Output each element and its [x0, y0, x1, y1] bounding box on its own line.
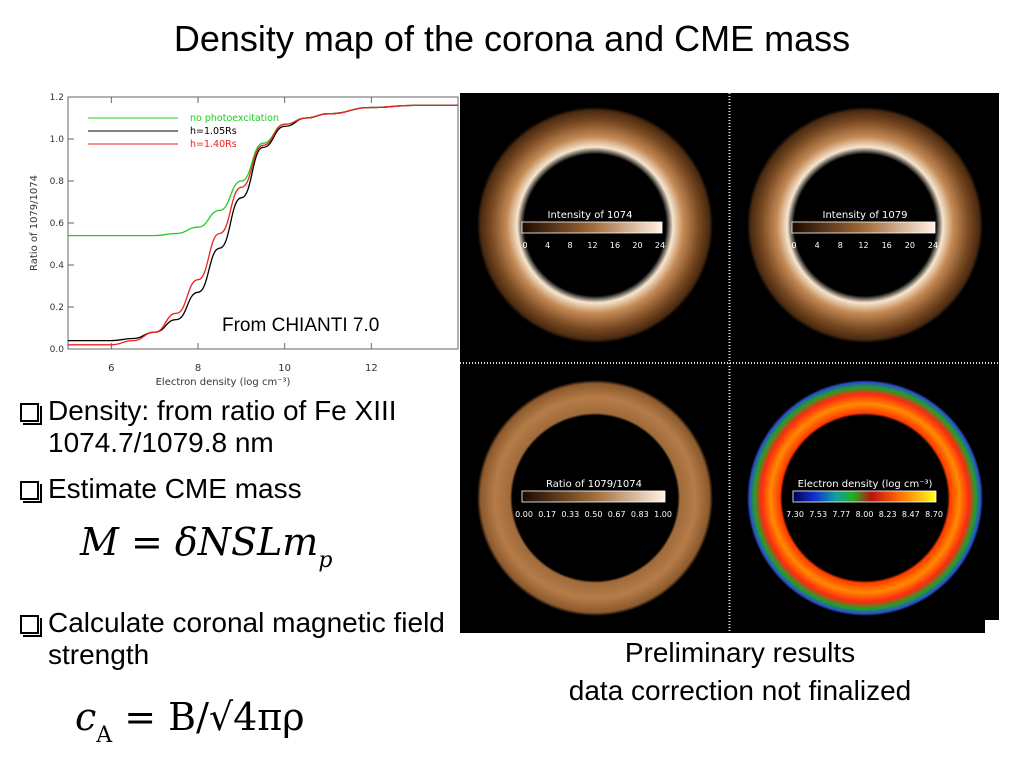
series-line-2	[68, 104, 458, 342]
corona-image-grid: Intensity of 1074 0 4 8 12 16 20 24 Intensity …	[460, 93, 999, 633]
colorbar-title: Electron density (log cm⁻³)	[798, 479, 933, 490]
y-tick-label: 0.2	[50, 303, 64, 313]
colorbar-tick-label: 8	[838, 241, 843, 250]
colorbar-tick-label: 4	[815, 241, 820, 250]
colorbar-tick-label: 0	[522, 241, 527, 250]
panel-ratio: Ratio of 1079/1074 0.00 0.17 0.33 0.50 0.67 0…	[477, 380, 713, 616]
caption-line-1: Preliminary results	[624, 637, 856, 668]
bullet-list: Density: from ratio of Fe XIII 1074.7/10…	[20, 395, 460, 685]
x-tick-label: 8	[195, 363, 201, 374]
colorbar-tick-label: 8.70	[925, 510, 943, 519]
alfven-formula-subscript: A	[96, 723, 113, 748]
colorbar-tick-label: 20	[905, 241, 915, 250]
chart-source-label: From CHIANTI 7.0	[222, 315, 380, 336]
y-tick-label: 0.8	[50, 177, 65, 187]
y-tick-label: 1.2	[50, 93, 64, 103]
y-tick-label: 1.0	[50, 135, 65, 145]
colorbar-tick-label: 4	[545, 241, 550, 250]
x-tick-label: 12	[365, 363, 378, 374]
series-line-3	[67, 104, 458, 346]
alfven-formula-left: c	[75, 695, 97, 739]
caption-line-2: data correction not finalized	[568, 675, 912, 706]
legend-label: h=1.05Rs	[190, 126, 237, 137]
colorbar-tick-label: 0	[791, 241, 796, 250]
plot-frame	[67, 96, 459, 350]
bullet-field: Calculate coronal magnetic field strengt…	[20, 607, 460, 671]
colorbar-tick-label: 0.17	[538, 510, 556, 519]
colorbar-tick-label: 8.47	[902, 510, 920, 519]
colorbar	[792, 490, 937, 503]
mass-formula: M = δNSLmp	[80, 520, 332, 573]
colorbar-tick-label: 12	[587, 241, 597, 250]
x-tick-label: 10	[278, 363, 291, 374]
legend-label: no photoexcitation	[190, 113, 279, 124]
y-tick-label: 0.4	[50, 261, 65, 271]
colorbar-tick-label: 0.50	[585, 510, 603, 519]
series-line-1	[67, 104, 458, 237]
colorbar-tick-label: 20	[632, 241, 642, 250]
colorbar-tick-label: 8	[567, 241, 572, 250]
x-tick-label: 6	[108, 363, 114, 374]
colorbar-tick-label: 0.83	[631, 510, 649, 519]
ratio-density-chart: 6 8 10 12 0.0 0.2 0.4 0.6 0.8 1.0 1.2 Electron dens…	[29, 93, 459, 388]
colorbar-tick-label: 16	[610, 241, 620, 250]
colorbar-tick-label: 8.23	[879, 510, 897, 519]
panel-intensity-1074: Intensity of 1074 0 4 8 12 16 20 24	[477, 107, 713, 343]
checkbox-bullet-icon	[20, 403, 42, 425]
colorbar-tick-label: 1.00	[654, 510, 672, 519]
colorbar-tick-label: 7.77	[832, 510, 850, 519]
colorbar	[791, 221, 936, 234]
colorbar-tick-label: 8.00	[856, 510, 874, 519]
colorbar-title: Intensity of 1074	[548, 210, 633, 221]
bullet-density: Density: from ratio of Fe XIII 1074.7/10…	[20, 395, 460, 459]
bullet-text: Estimate CME mass	[48, 473, 302, 504]
alfven-formula-right: = B/√4πρ	[112, 695, 305, 739]
colorbar	[521, 221, 663, 234]
y-axis-label: Ratio of 1079/1074	[29, 175, 40, 271]
colorbar-tick-label: 24	[928, 241, 938, 250]
slide-title: Density map of the corona and CME mass	[173, 18, 851, 59]
x-axis-label: Electron density (log cm⁻³)	[156, 377, 291, 388]
y-tick-label: 0.6	[50, 219, 65, 229]
alfven-formula: cA = B/√4πρ	[75, 695, 305, 748]
colorbar-tick-label: 0.00	[515, 510, 533, 519]
colorbar-tick-label: 7.53	[809, 510, 827, 519]
colorbar-tick-label: 0.33	[561, 510, 579, 519]
bullet-mass: Estimate CME mass	[20, 473, 460, 505]
checkbox-bullet-icon	[20, 481, 42, 503]
colorbar-title: Intensity of 1079	[823, 210, 908, 221]
colorbar-tick-label: 24	[655, 241, 665, 250]
y-tick-label: 0.0	[50, 345, 65, 355]
colorbar-tick-label: 0.67	[608, 510, 626, 519]
legend-label: h=1.40Rs	[190, 139, 237, 150]
bullet-text: Density: from ratio of Fe XIII 1074.7/10…	[48, 395, 397, 458]
colorbar-tick-label: 7.30	[786, 510, 804, 519]
colorbar-title: Ratio of 1079/1074	[546, 479, 642, 490]
image-caption: Preliminary results data correction not …	[470, 634, 1010, 710]
colorbar-tick-label: 12	[858, 241, 868, 250]
colorbar	[521, 490, 666, 503]
panel-electron-density: Electron density (log cm⁻³) 7.30 7.53 7.77…	[747, 380, 983, 616]
mass-formula-subscript: p	[318, 548, 333, 573]
checkbox-bullet-icon	[20, 615, 42, 637]
panel-intensity-1079: Intensity of 1079 0 4 8 12 16 20 24	[747, 107, 983, 343]
colorbar-tick-label: 16	[882, 241, 892, 250]
mass-formula-text: M = δNSLm	[80, 520, 319, 564]
resize-corner-icon	[985, 620, 999, 634]
bullet-text: Calculate coronal magnetic field strengt…	[48, 607, 445, 670]
